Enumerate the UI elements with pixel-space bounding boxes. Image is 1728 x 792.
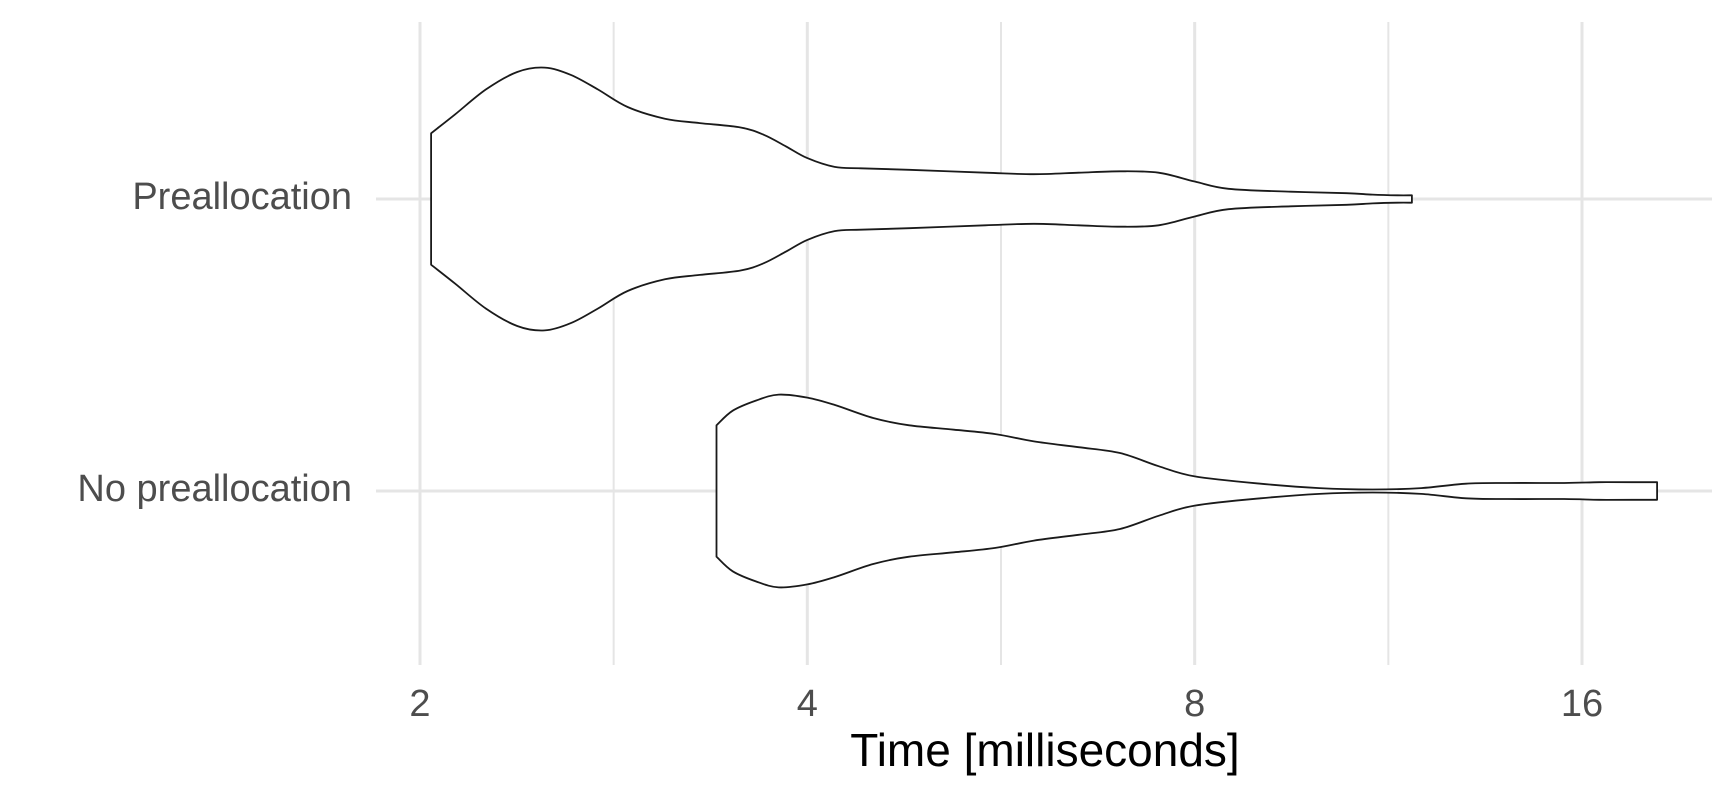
x-tick-label: 2 xyxy=(409,683,430,725)
violin-no-preallocation xyxy=(715,393,1658,589)
x-tick-label: 8 xyxy=(1184,683,1205,725)
x-axis-tick-labels: 2 4 8 16 xyxy=(409,683,1603,725)
x-tick-label: 16 xyxy=(1561,683,1603,725)
violin-preallocation xyxy=(430,66,1413,332)
y-tick-label-preallocation: Preallocation xyxy=(132,176,352,218)
y-axis-tick-labels: Preallocation No preallocation xyxy=(77,176,352,510)
x-axis-title: Time [milliseconds] xyxy=(850,724,1239,776)
violin-layer xyxy=(430,66,1658,589)
y-tick-label-no-preallocation: No preallocation xyxy=(77,468,352,510)
x-tick-label: 4 xyxy=(797,683,818,725)
